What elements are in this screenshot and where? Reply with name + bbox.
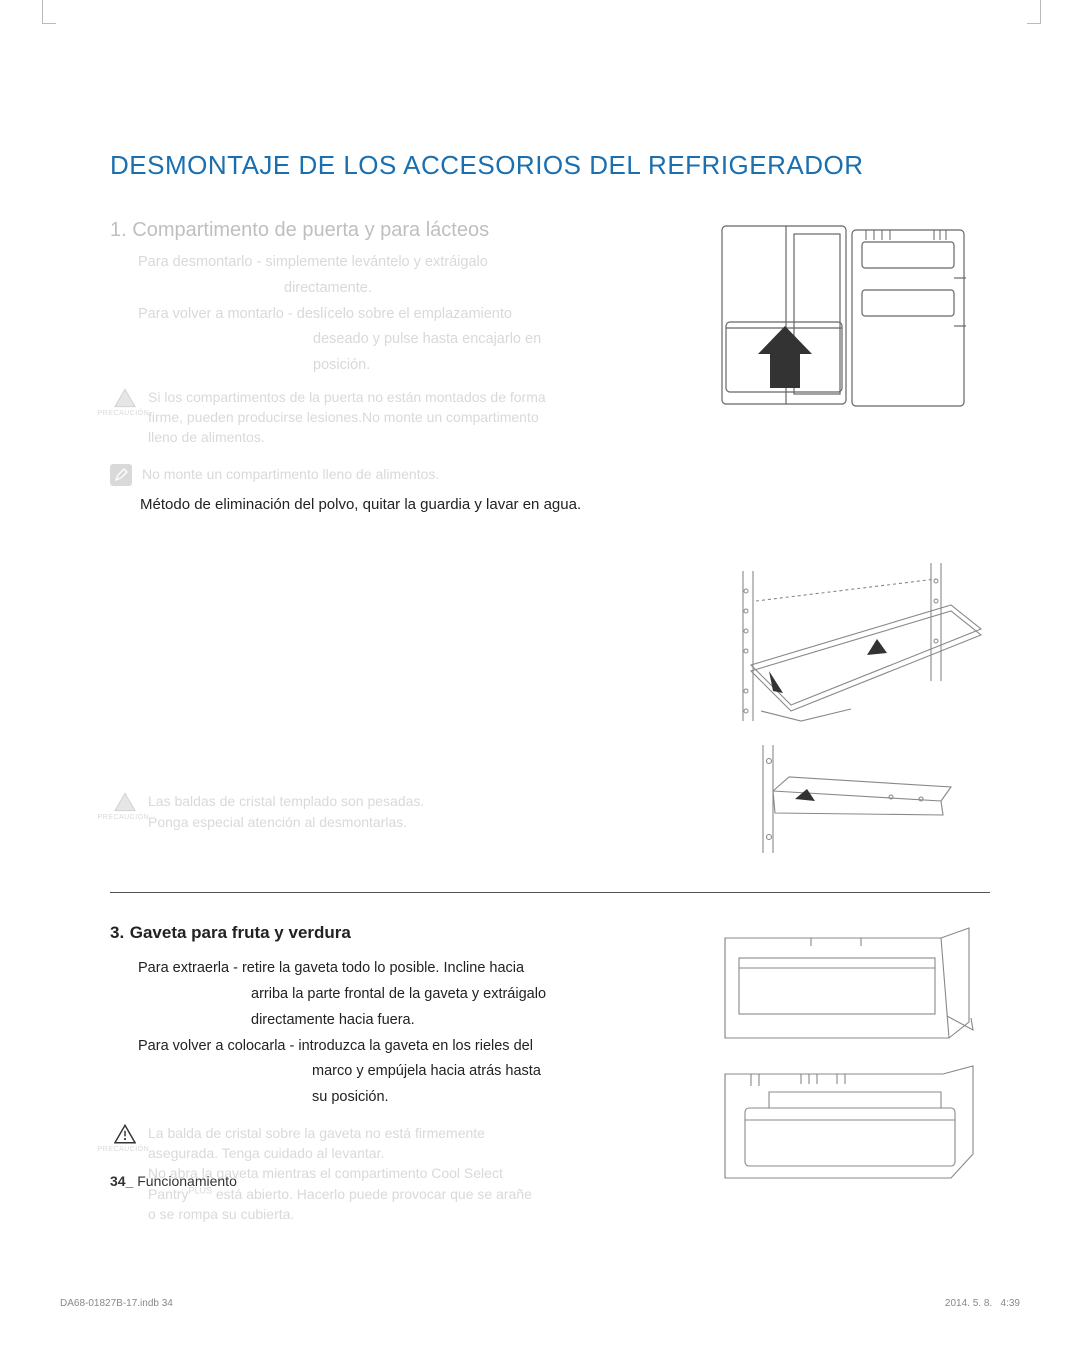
warning-triangle-icon xyxy=(114,387,136,409)
sec1-num: 1. xyxy=(110,219,127,241)
sec1-note-text: No monte un compartimento lleno de alime… xyxy=(142,464,439,484)
sec1-remove-label: Para desmontarlo - xyxy=(138,254,265,270)
sec3-c2: asegurada. Tenga cuidado al levantar. xyxy=(148,1143,532,1163)
figure-bracket xyxy=(690,740,990,858)
section-divider xyxy=(110,892,990,893)
sec3-install-c1: marco y empújela hacia atrás hasta xyxy=(138,1061,682,1083)
sec1-note: No monte un compartimento lleno de alime… xyxy=(110,464,687,486)
page-title: DESMONTAJE DE LOS ACCESORIOS DEL REFRIGE… xyxy=(110,150,990,181)
print-footer: DA68-01827B-17.indb 34 2014. 5. 8. 4:39 xyxy=(60,1298,1020,1309)
section-3: 3. Gaveta para fruta y verdura Para extr… xyxy=(110,921,990,1224)
warning-triangle-icon xyxy=(114,1123,136,1145)
sec1-remove-text: simplemente levántelo y extráigalo xyxy=(265,254,487,270)
crop-mark-tr xyxy=(1027,0,1041,24)
sec1-caution: PRECAUCIÓN Si los compartimentos de la p… xyxy=(110,387,687,454)
print-date: 2014. 5. 8. xyxy=(945,1298,992,1309)
sec3-install-c2: su posición. xyxy=(138,1087,682,1109)
sec2-caution: PRECAUCIÓN Las baldas de cristal templad… xyxy=(110,791,424,858)
sec1-install-cont1: deseado y pulse hasta encajarlo en xyxy=(138,329,687,351)
crop-mark-tl xyxy=(42,0,56,24)
print-time: 4:39 xyxy=(1001,1298,1020,1309)
figure-drawer-top xyxy=(710,921,990,1051)
sec1-heading: Compartimento de puerta y para lácteos xyxy=(132,219,489,241)
sec1-dark-line: Método de eliminación del polvo, quitar … xyxy=(110,494,687,517)
sec1-install-text: deslícelo sobre el emplazamiento xyxy=(297,306,512,322)
sec3-remove-label: Para extraerla - xyxy=(138,960,242,976)
figure-shelf-lift xyxy=(690,560,990,732)
sec1-caution-label: PRECAUCIÓN xyxy=(98,410,142,454)
figure-door-bin xyxy=(715,219,990,520)
page-section-label: Funcionamiento xyxy=(133,1173,237,1189)
sec2-c2: Ponga especial atención al desmontarlas. xyxy=(148,812,424,832)
sec3-c5: o se rompa su cubierta. xyxy=(148,1204,532,1224)
sec1-c2: firme, pueden producirse lesiones.No mon… xyxy=(148,407,546,427)
sec1-c3: lleno de alimentos. xyxy=(148,427,546,447)
page-number: 34_ xyxy=(110,1173,133,1189)
sec1-install-label: Para volver a montarlo - xyxy=(138,306,297,322)
sec2-caution-label: PRECAUCIÓN xyxy=(98,814,142,858)
sec3-num: 3. xyxy=(110,923,124,942)
sec1-c1: Si los compartimentos de la puerta no es… xyxy=(148,387,546,407)
page-footer: 34_ Funcionamiento xyxy=(110,1173,237,1189)
sec3-remove-c2: directamente hacia fuera. xyxy=(138,1010,682,1032)
sec3-remove-c1: arriba la parte frontal de la gaveta y e… xyxy=(138,984,682,1006)
sec3-install-label: Para volver a colocarla - xyxy=(138,1038,298,1054)
sec3-install-text: introduzca la gaveta en los rieles del xyxy=(298,1038,533,1054)
sec1-install-cont2: posición. xyxy=(138,355,687,377)
print-file: DA68-01827B-17.indb 34 xyxy=(60,1298,173,1309)
section-1: 1. Compartimento de puerta y para lácteo… xyxy=(110,219,990,520)
sec3-remove-text: retire la gaveta todo lo posible. Inclin… xyxy=(242,960,524,976)
sec2-c1: Las baldas de cristal templado son pesad… xyxy=(148,791,424,811)
sec3-c1: La balda de cristal sobre la gaveta no e… xyxy=(148,1123,532,1143)
sec1-remove-cont: directamente. xyxy=(138,278,687,300)
note-pencil-icon xyxy=(110,464,132,486)
figure-drawer-pull xyxy=(710,1061,990,1191)
sec3-heading: Gaveta para fruta y verdura xyxy=(130,923,351,942)
warning-triangle-icon xyxy=(114,791,136,813)
section-2: PRECAUCIÓN Las baldas de cristal templad… xyxy=(110,560,990,858)
